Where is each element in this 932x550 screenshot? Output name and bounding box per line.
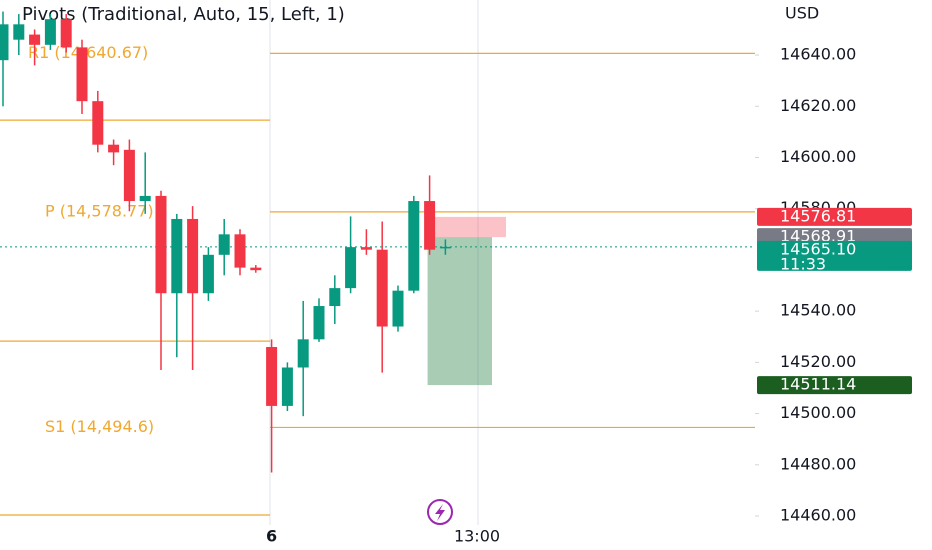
target-price-tag-bg [757, 376, 912, 395]
pivot-label: P (14,578.77) [45, 201, 154, 220]
lightning-icon [435, 504, 445, 521]
candle-body [266, 347, 278, 406]
candle-body [44, 19, 56, 45]
x-tick-label: 13:00 [454, 527, 500, 546]
candle-body [108, 144, 120, 153]
candle-body [29, 34, 41, 45]
candle-body [139, 195, 151, 202]
pivot-label: R1 (14,640.67) [28, 43, 148, 62]
pivot-label: S1 (14,494.6) [45, 417, 154, 436]
candle-body [408, 201, 420, 291]
y-tick-label: 14620.00 [780, 96, 856, 115]
candle-body [250, 267, 262, 271]
candle-body [376, 249, 388, 327]
candle-body [202, 254, 214, 294]
candle-body [218, 234, 230, 255]
candle-body [123, 149, 135, 202]
stop-price-tag-bg [757, 207, 912, 226]
candle-body [13, 24, 25, 40]
countdown: 11:33 [780, 254, 826, 273]
candle-body [155, 195, 167, 294]
entry-price-tag: 14568.91 [780, 227, 856, 246]
currency-label: USD [785, 4, 819, 23]
y-tick-label: 14540.00 [780, 301, 856, 320]
target-zone [427, 237, 492, 386]
candle-body [60, 19, 72, 48]
y-tick-label: 14640.00 [780, 45, 856, 64]
y-tick-label: 14480.00 [780, 454, 856, 473]
candle-body [329, 288, 341, 307]
candle-body [92, 101, 104, 145]
chart-title: Pivots (Traditional, Auto, 15, Left, 1) [22, 4, 345, 25]
candle-body [171, 218, 183, 294]
y-tick-label: 14520.00 [780, 352, 856, 371]
candle-body [234, 234, 246, 268]
last-price-tag-bg [757, 240, 912, 271]
stop-zone [427, 216, 506, 238]
x-tick-label: 6 [266, 527, 277, 546]
candle-body [297, 339, 309, 368]
y-tick-label: 14460.00 [780, 506, 856, 525]
candle-body [313, 306, 325, 340]
candle-body [424, 201, 436, 250]
y-tick-label: 14500.00 [780, 403, 856, 422]
last-price-tag: 14565.10 [780, 239, 856, 258]
stop-price-tag: 14576.81 [780, 206, 856, 225]
candle-body [439, 246, 451, 249]
y-tick-label: 14600.00 [780, 147, 856, 166]
candle-body [76, 47, 88, 102]
candle-body [392, 290, 404, 327]
candle-body [360, 247, 372, 250]
candle-body [187, 218, 199, 294]
candle-body [0, 24, 9, 61]
candle-body [345, 247, 357, 289]
candle-body [281, 367, 293, 406]
target-price-tag: 14511.14 [780, 375, 856, 394]
